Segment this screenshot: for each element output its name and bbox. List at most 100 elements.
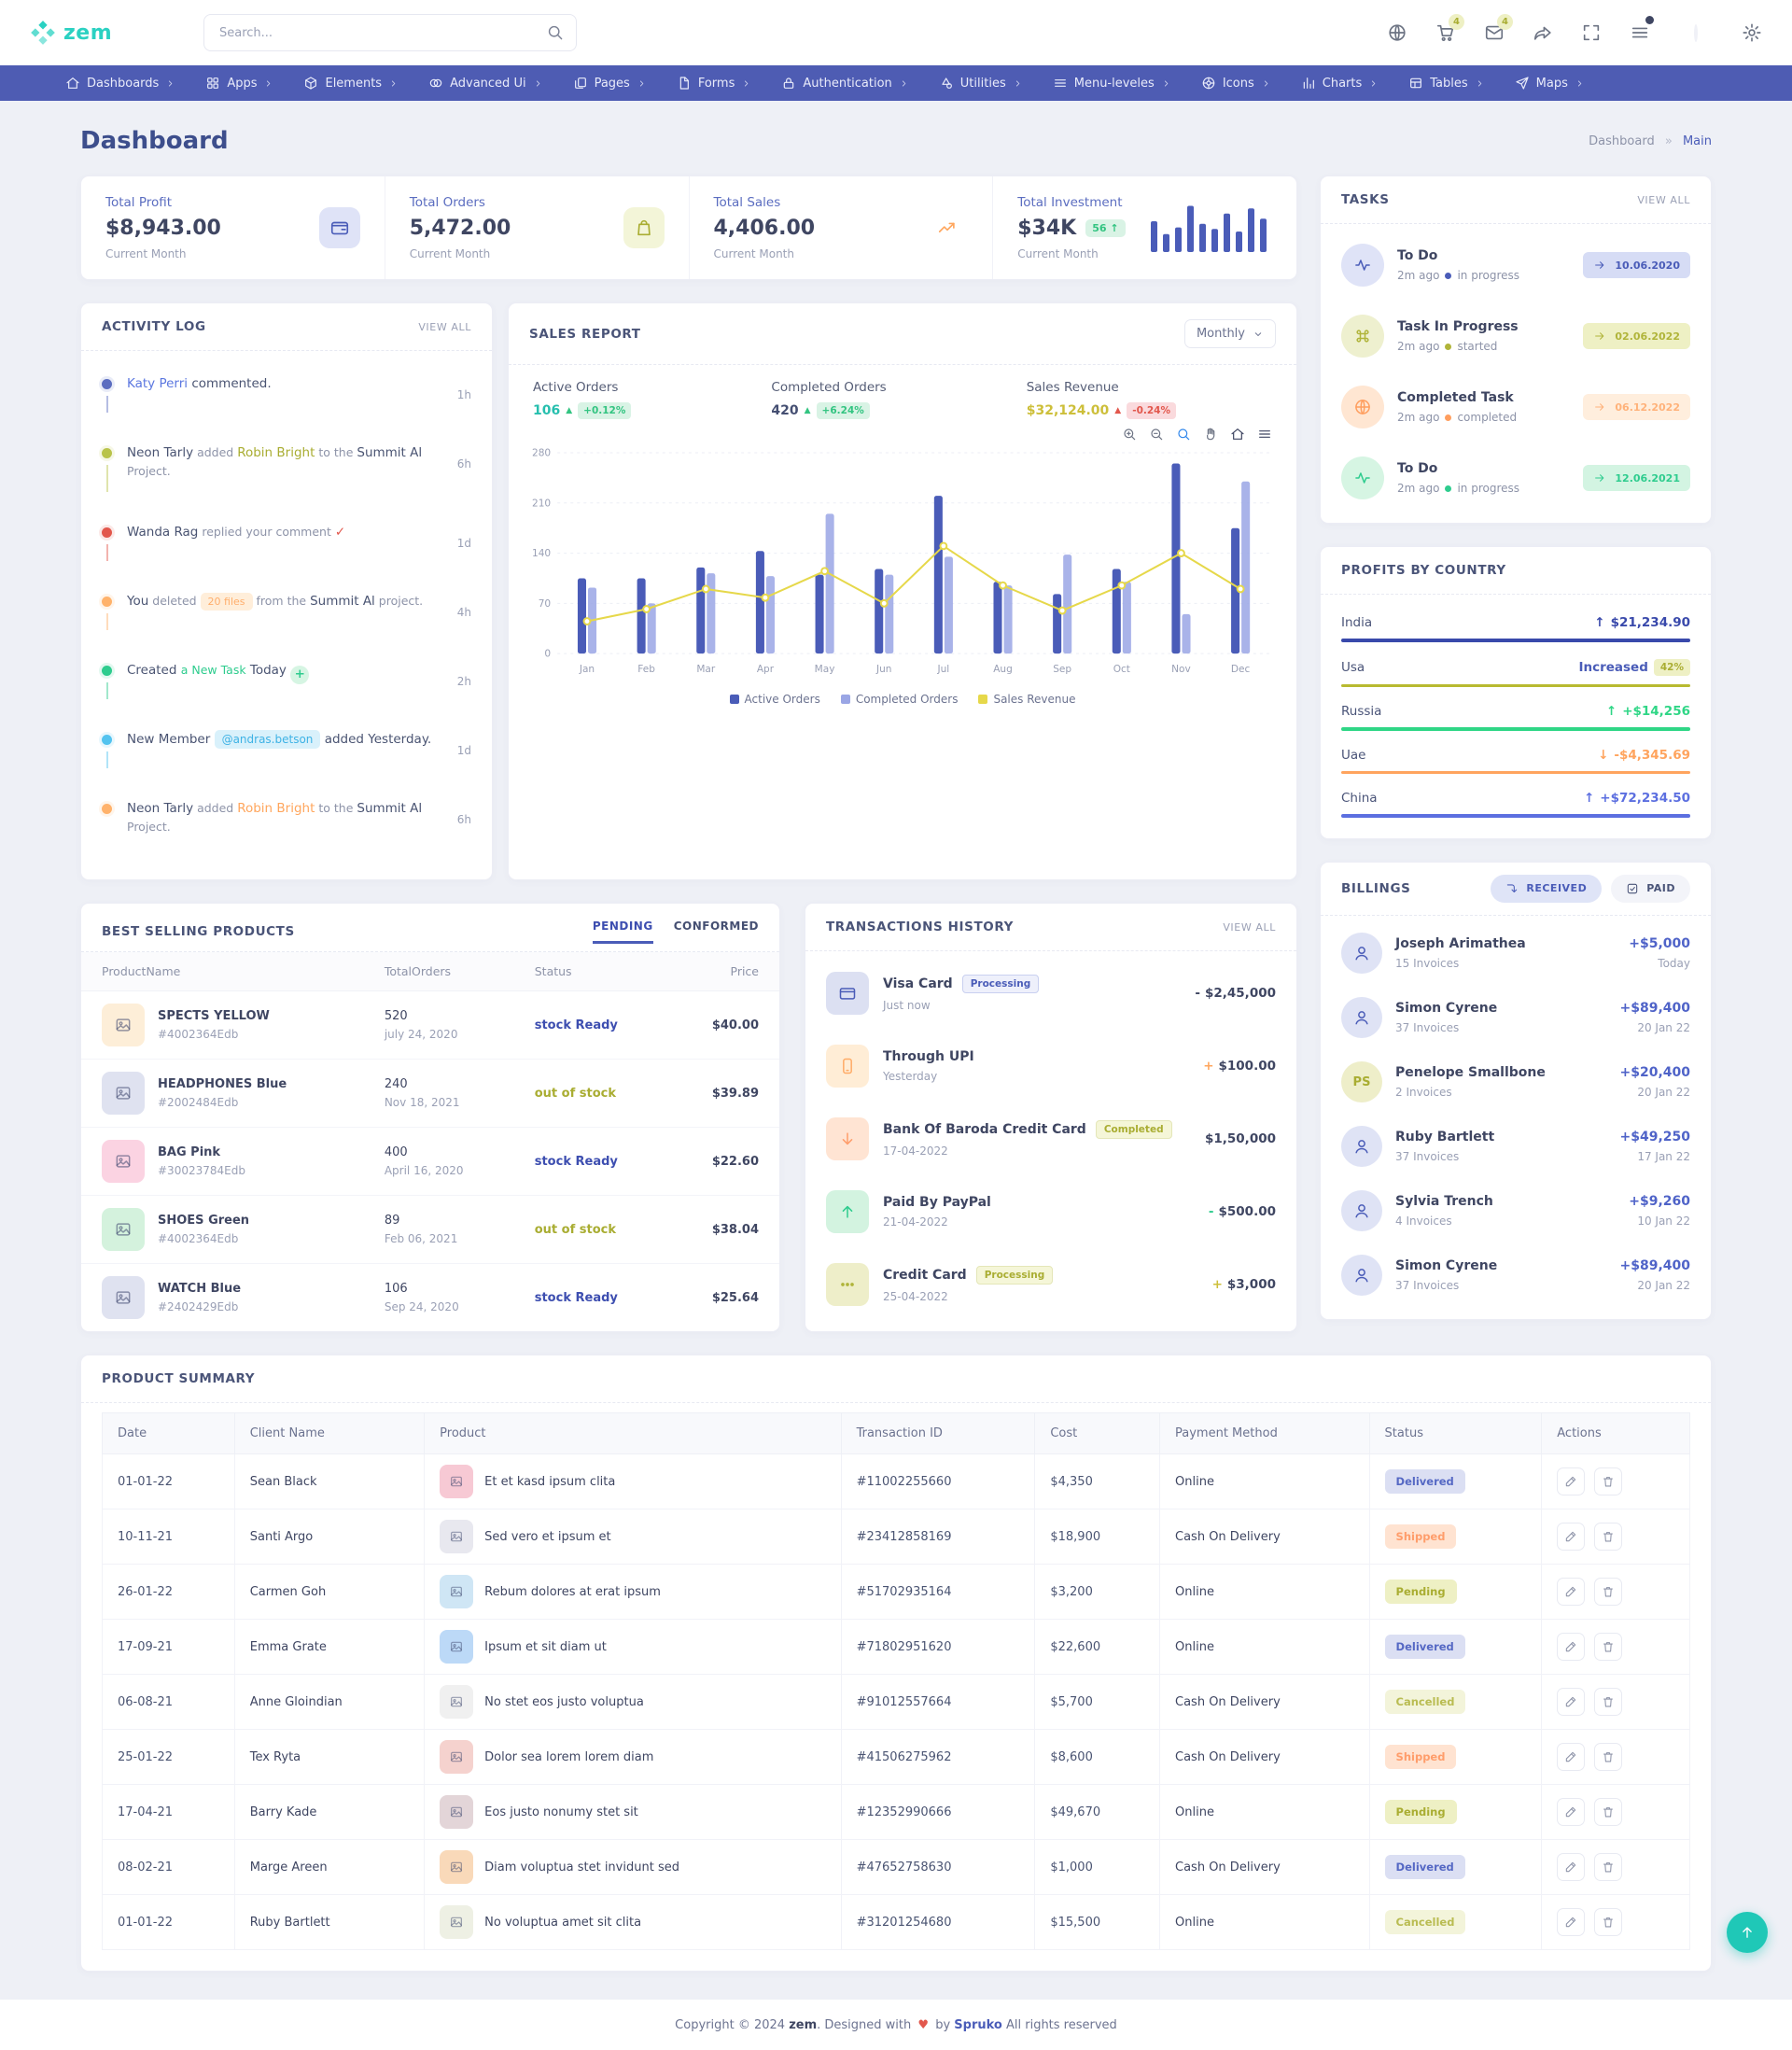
language-globe-button[interactable] — [1387, 22, 1407, 43]
card-icon — [838, 984, 857, 1003]
footer: Copyright © 2024 zem. Designed with ♥ by… — [0, 2000, 1792, 2050]
activity-time: 6h — [457, 457, 471, 481]
share-button[interactable] — [1533, 22, 1553, 43]
stat-value: $8,943.00 — [105, 217, 221, 240]
nav-item-label: Forms — [698, 77, 735, 91]
nav-item[interactable]: Forms — [665, 65, 763, 101]
scroll-to-top-button[interactable] — [1727, 1912, 1768, 1953]
nav-item[interactable]: Charts — [1290, 65, 1391, 101]
billing-invoices: 4 Invoices — [1395, 1215, 1493, 1228]
nav-item[interactable]: Icons — [1190, 65, 1282, 101]
billing-date: 20 Jan 22 — [1620, 1279, 1691, 1292]
paid-button[interactable]: PAID — [1611, 875, 1690, 903]
delete-button[interactable] — [1594, 1853, 1622, 1881]
nav-item[interactable]: Tables — [1397, 65, 1495, 101]
edit-button[interactable] — [1557, 1578, 1585, 1606]
chart-zoom-out-button[interactable] — [1149, 427, 1164, 442]
nav-item[interactable]: Maps — [1504, 65, 1596, 101]
activity-item: Neon Tarly added Robin Bright to the Sum… — [102, 785, 471, 864]
edit-button[interactable] — [1557, 1633, 1585, 1661]
footer-brand[interactable]: zem — [789, 2018, 817, 2032]
legend-item[interactable]: Completed Orders — [841, 693, 959, 706]
edit-button[interactable] — [1557, 1523, 1585, 1551]
edit-button[interactable] — [1557, 1798, 1585, 1826]
task-date-badge[interactable]: 10.06.2020 — [1583, 252, 1690, 278]
svg-text:70: 70 — [539, 598, 552, 610]
footer-designer-link[interactable]: Spruko — [954, 2018, 1002, 2032]
stat-value: 5,472.00 — [410, 217, 511, 240]
notifications-button[interactable] — [1630, 22, 1650, 43]
messages-button[interactable]: 4 — [1484, 22, 1505, 43]
chart-pan-button[interactable] — [1203, 427, 1218, 442]
tasks-view-all-link[interactable]: VIEW ALL — [1637, 194, 1690, 206]
tab-pending[interactable]: PENDING — [593, 920, 653, 944]
order-date: 08-02-21 — [103, 1840, 235, 1895]
nav-item[interactable]: Dashboards — [54, 65, 187, 101]
nav-item[interactable]: Elements — [292, 65, 410, 101]
chart-zoom-in-button[interactable] — [1122, 427, 1137, 442]
legend-item[interactable]: Sales Revenue — [978, 693, 1075, 706]
app-logo[interactable]: zem — [30, 20, 161, 46]
delete-button[interactable] — [1594, 1743, 1622, 1771]
edit-button[interactable] — [1557, 1688, 1585, 1716]
edit-button[interactable] — [1557, 1908, 1585, 1936]
edit-button[interactable] — [1557, 1853, 1585, 1881]
nav-item[interactable]: Pages — [562, 65, 658, 101]
nav-item[interactable]: Menu-leveles — [1042, 65, 1183, 101]
column-header: Actions — [1542, 1413, 1690, 1454]
total-orders: 400 — [385, 1145, 494, 1159]
settings-button[interactable] — [1742, 22, 1762, 43]
nav-item[interactable]: Apps — [194, 65, 285, 101]
nav-item[interactable]: Advanced Ui — [417, 65, 553, 101]
delete-button[interactable] — [1594, 1688, 1622, 1716]
legend-item[interactable]: Active Orders — [730, 693, 820, 706]
arrow-down-icon — [838, 1130, 857, 1148]
tab-conformed[interactable]: CONFORMED — [674, 920, 759, 944]
task-date-badge[interactable]: 02.06.2022 — [1583, 323, 1690, 349]
country-progress-line — [1341, 814, 1690, 818]
nav-item[interactable]: Authentication — [770, 65, 919, 101]
phone-icon — [838, 1057, 857, 1075]
breadcrumb-root[interactable]: Dashboard — [1589, 134, 1655, 148]
product-price: $22.60 — [669, 1128, 779, 1196]
transactions-view-all-link[interactable]: VIEW ALL — [1223, 921, 1276, 934]
search-icon[interactable] — [546, 23, 564, 41]
plus-icon[interactable]: + — [290, 666, 309, 684]
zoom-out-icon — [1149, 427, 1164, 442]
table-row: 10-11-21 Santi Argo Sed vero et ipsum et… — [103, 1509, 1690, 1565]
command-icon — [1353, 327, 1372, 345]
column-header: Date — [103, 1413, 235, 1454]
order-date: 06-08-21 — [103, 1675, 235, 1730]
task-date-badge[interactable]: 12.06.2021 — [1583, 465, 1690, 491]
delete-button[interactable] — [1594, 1578, 1622, 1606]
fullscreen-button[interactable] — [1581, 22, 1602, 43]
delete-button[interactable] — [1594, 1633, 1622, 1661]
delete-button[interactable] — [1594, 1467, 1622, 1495]
delete-button[interactable] — [1594, 1523, 1622, 1551]
delete-button[interactable] — [1594, 1908, 1622, 1936]
arrow-right-icon — [1593, 330, 1606, 343]
billing-name: Penelope Smallbone — [1395, 1065, 1546, 1080]
stat-caption: Current Month — [714, 247, 816, 260]
edit-button[interactable] — [1557, 1743, 1585, 1771]
nav-item[interactable]: Utilities — [928, 65, 1034, 101]
profile-button[interactable] — [1678, 15, 1714, 50]
billing-name: Simon Cyrene — [1395, 1258, 1497, 1273]
country-progress-line — [1341, 771, 1690, 775]
received-button[interactable]: RECEIVED — [1491, 875, 1602, 903]
search-input[interactable] — [203, 14, 577, 51]
transaction-id: #71802951620 — [841, 1620, 1035, 1675]
chart-selection-zoom-button[interactable] — [1176, 427, 1191, 442]
chart-menu-button[interactable] — [1257, 427, 1272, 442]
chart-home-button[interactable] — [1230, 427, 1245, 442]
period-select[interactable]: Monthly — [1184, 319, 1276, 348]
cart-button[interactable]: 4 — [1435, 22, 1456, 43]
activity-view-all-link[interactable]: VIEW ALL — [418, 321, 471, 333]
nav-item-label: Dashboards — [87, 77, 159, 91]
nav-item-icon — [428, 76, 443, 91]
task-date-badge[interactable]: 06.12.2022 — [1583, 394, 1690, 420]
delete-button[interactable] — [1594, 1798, 1622, 1826]
edit-button[interactable] — [1557, 1467, 1585, 1495]
